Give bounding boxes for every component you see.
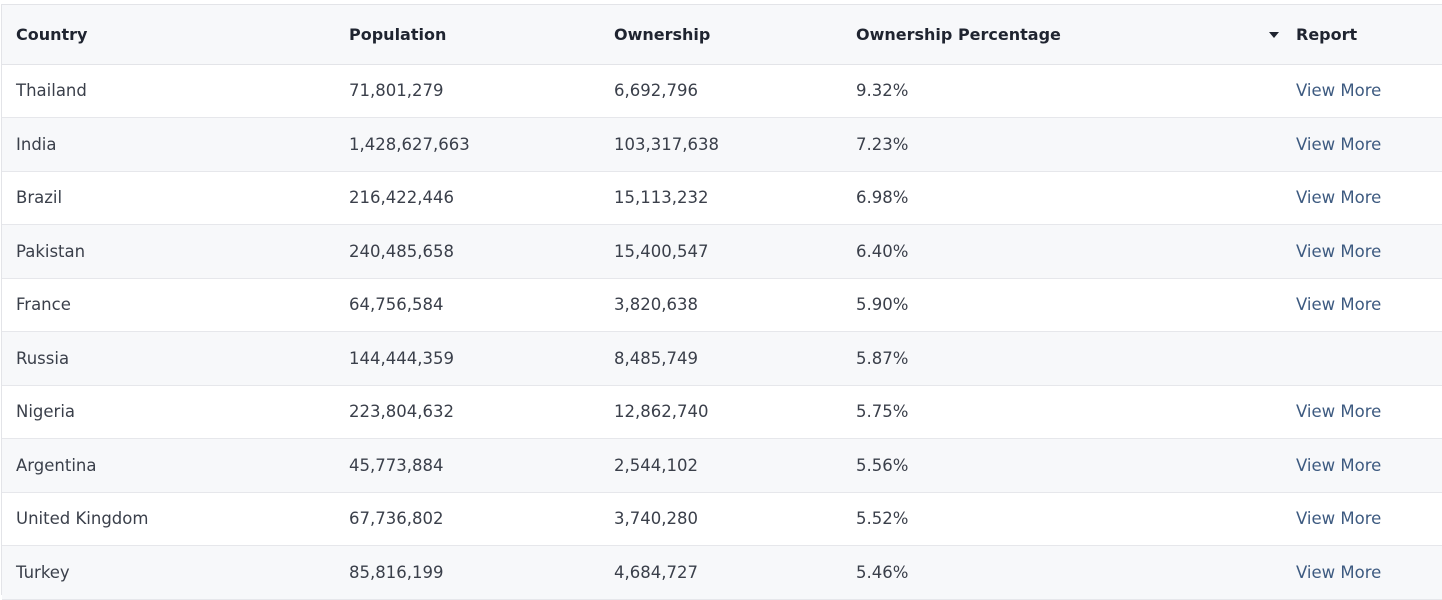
cell-ownership: 15,113,232: [600, 171, 842, 225]
cell-ownership: 3,820,638: [600, 278, 842, 332]
table-row: Turkey 85,816,199 4,684,727 5.46% View More: [2, 545, 1442, 600]
cell-ownership-percentage: 6.98%: [842, 171, 1252, 225]
table-body: Thailand 71,801,279 6,692,796 9.32% View Mor…: [2, 64, 1442, 600]
cell-ownership-percentage: 5.87%: [842, 331, 1252, 386]
cell-report: View More: [1252, 492, 1442, 546]
column-header-ownership[interactable]: Ownership: [600, 5, 842, 65]
cell-report: View More: [1252, 438, 1442, 493]
cell-ownership-percentage: 9.32%: [842, 64, 1252, 118]
cell-report: View More: [1252, 64, 1442, 118]
cell-ownership: 3,740,280: [600, 492, 842, 546]
cell-country: France: [2, 278, 335, 332]
table-header: Country Population Ownership Ownership P…: [2, 5, 1442, 65]
cell-country: Nigeria: [2, 385, 335, 439]
table-row: Russia 144,444,359 8,485,749 5.87%: [2, 331, 1442, 386]
view-more-link[interactable]: View More: [1296, 241, 1382, 261]
cell-report: View More: [1252, 278, 1442, 332]
view-more-link[interactable]: View More: [1296, 455, 1382, 475]
view-more-link[interactable]: View More: [1296, 188, 1382, 208]
cell-population: 216,422,446: [335, 171, 600, 225]
cell-ownership-percentage: 6.40%: [842, 224, 1252, 279]
cell-country: United Kingdom: [2, 492, 335, 546]
cell-country: Thailand: [2, 64, 335, 118]
view-more-link[interactable]: View More: [1296, 509, 1382, 529]
cell-ownership-percentage: 5.52%: [842, 492, 1252, 546]
cell-country: Russia: [2, 331, 335, 386]
table-row: Pakistan 240,485,658 15,400,547 6.40% View M…: [2, 224, 1442, 279]
cell-population: 67,736,802: [335, 492, 600, 546]
cell-ownership: 6,692,796: [600, 64, 842, 118]
cell-population: 240,485,658: [335, 224, 600, 279]
cell-ownership-percentage: 5.46%: [842, 545, 1252, 600]
cell-ownership: 15,400,547: [600, 224, 842, 279]
cell-ownership: 103,317,638: [600, 117, 842, 172]
table-row: Argentina 45,773,884 2,544,102 5.56% View Mo…: [2, 438, 1442, 493]
table-row: India 1,428,627,663 103,317,638 7.23% View M…: [2, 117, 1442, 172]
table-row: Brazil 216,422,446 15,113,232 6.98% View Mor…: [2, 171, 1442, 225]
table-row: Thailand 71,801,279 6,692,796 9.32% View Mor…: [2, 64, 1442, 118]
cell-population: 144,444,359: [335, 331, 600, 386]
table-row: France 64,756,584 3,820,638 5.90% View More: [2, 278, 1442, 332]
view-more-link[interactable]: View More: [1296, 134, 1382, 154]
table-row: Nigeria 223,804,632 12,862,740 5.75% View Mo…: [2, 385, 1442, 439]
header-row: Country Population Ownership Ownership P…: [2, 5, 1442, 65]
column-header-report-label: Report: [1296, 24, 1358, 44]
cell-population: 45,773,884: [335, 438, 600, 493]
table-row: United Kingdom 67,736,802 3,740,280 5.52% Vi…: [2, 492, 1442, 546]
cell-country: Pakistan: [2, 224, 335, 279]
cell-ownership-percentage: 5.75%: [842, 385, 1252, 439]
cell-population: 71,801,279: [335, 64, 600, 118]
sort-desc-icon[interactable]: [1269, 32, 1279, 39]
cell-report: View More: [1252, 171, 1442, 225]
cell-ownership-percentage: 7.23%: [842, 117, 1252, 172]
cell-report: View More: [1252, 385, 1442, 439]
view-more-link[interactable]: View More: [1296, 81, 1382, 101]
cell-population: 1,428,627,663: [335, 117, 600, 172]
cell-ownership: 12,862,740: [600, 385, 842, 439]
column-header-report[interactable]: Report: [1252, 5, 1442, 65]
cell-ownership: 4,684,727: [600, 545, 842, 600]
column-header-ownership-percentage[interactable]: Ownership Percentage: [842, 5, 1252, 65]
ownership-table-container: Country Population Ownership Ownership P…: [1, 4, 1442, 600]
view-more-link[interactable]: View More: [1296, 562, 1382, 582]
column-header-population[interactable]: Population: [335, 5, 600, 65]
cell-population: 223,804,632: [335, 385, 600, 439]
cell-ownership-percentage: 5.90%: [842, 278, 1252, 332]
cell-report: View More: [1252, 224, 1442, 279]
cell-country: Turkey: [2, 545, 335, 600]
view-more-link[interactable]: View More: [1296, 402, 1382, 422]
cell-population: 85,816,199: [335, 545, 600, 600]
cell-report: View More: [1252, 117, 1442, 172]
cell-country: Brazil: [2, 171, 335, 225]
cell-country: India: [2, 117, 335, 172]
view-more-link[interactable]: View More: [1296, 295, 1382, 315]
cell-report: View More: [1252, 545, 1442, 600]
cell-ownership-percentage: 5.56%: [842, 438, 1252, 493]
cell-ownership: 2,544,102: [600, 438, 842, 493]
ownership-table: Country Population Ownership Ownership P…: [2, 5, 1442, 600]
cell-population: 64,756,584: [335, 278, 600, 332]
cell-country: Argentina: [2, 438, 335, 493]
cell-report: [1252, 331, 1442, 386]
cell-ownership: 8,485,749: [600, 331, 842, 386]
column-header-country[interactable]: Country: [2, 5, 335, 65]
